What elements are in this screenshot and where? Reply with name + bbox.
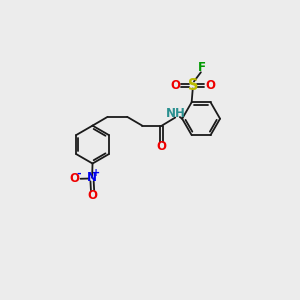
Text: S: S (188, 78, 198, 93)
Text: -: - (76, 169, 81, 179)
Text: O: O (205, 79, 215, 92)
Text: N: N (87, 171, 97, 184)
Text: NH: NH (166, 107, 186, 120)
Text: O: O (88, 189, 98, 202)
Text: O: O (170, 79, 180, 92)
Text: O: O (157, 140, 167, 153)
Text: F: F (198, 61, 206, 74)
Text: +: + (92, 168, 100, 178)
Text: O: O (70, 172, 80, 185)
